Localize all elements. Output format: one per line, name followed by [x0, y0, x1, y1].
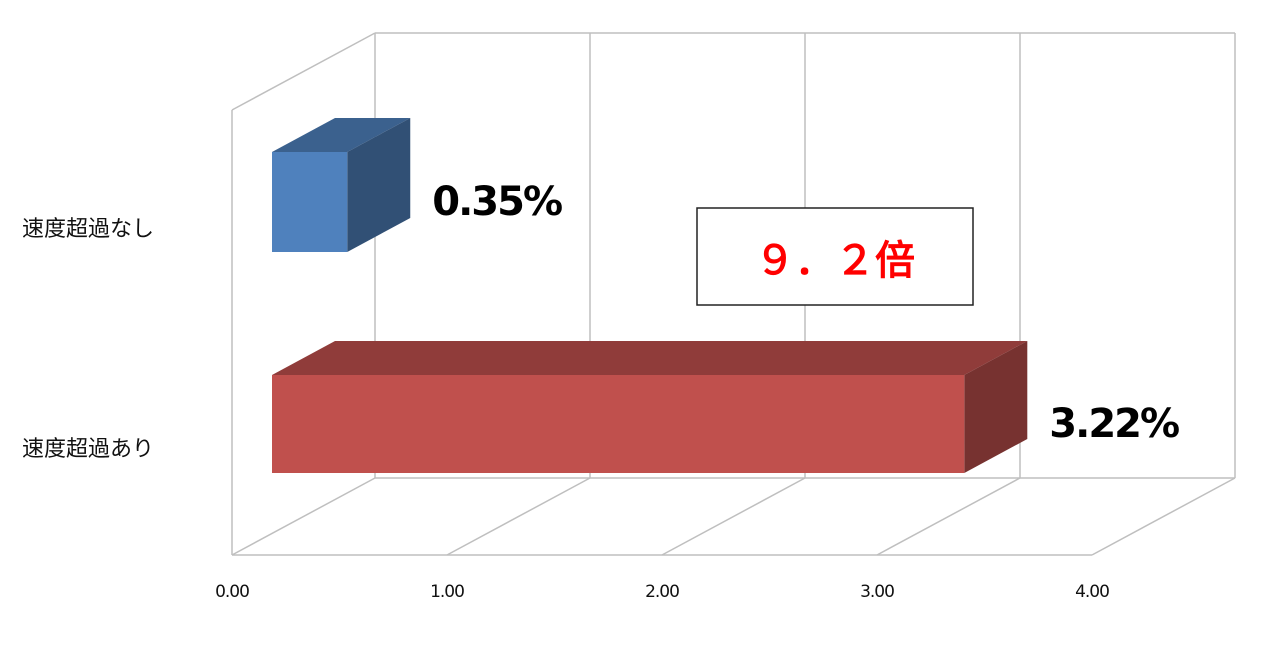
- floor-gridline: [231, 477, 376, 556]
- bar-front-face: [272, 375, 965, 473]
- category-label: 速度超過なし: [22, 217, 154, 242]
- floor-gridline: [1091, 477, 1236, 556]
- x-tick-label: 1.00: [430, 582, 464, 602]
- floor-gridline: [661, 477, 806, 556]
- data-labels: 0.35% 3.22%: [432, 179, 1181, 447]
- left-wall-top-edge: [231, 32, 376, 111]
- bar-top-face: [272, 341, 1028, 375]
- data-label: 0.35%: [432, 179, 562, 225]
- annotation-text: ９．２倍: [755, 238, 915, 284]
- floor-gridline: [446, 477, 591, 556]
- floor-gridline: [876, 477, 1021, 556]
- annotation-border: [696, 207, 974, 306]
- x-tick-label: 3.00: [860, 582, 894, 602]
- x-tick-label: 2.00: [645, 582, 679, 602]
- annotation-box: ９．２倍: [696, 207, 974, 306]
- x-tick-labels: 0.00 1.00 2.00 3.00 4.00: [215, 582, 1110, 602]
- x-tick-label: 0.00: [215, 582, 249, 602]
- bars: [272, 118, 1028, 473]
- bar-side-face: [964, 341, 1028, 473]
- data-label: 3.22%: [1049, 401, 1179, 447]
- bar-front-face: [272, 152, 348, 252]
- bar-side-face: [347, 118, 411, 252]
- bar-top-face: [272, 118, 411, 152]
- x-tick-label: 4.00: [1075, 582, 1109, 602]
- category-label: 速度超過あり: [22, 437, 154, 462]
